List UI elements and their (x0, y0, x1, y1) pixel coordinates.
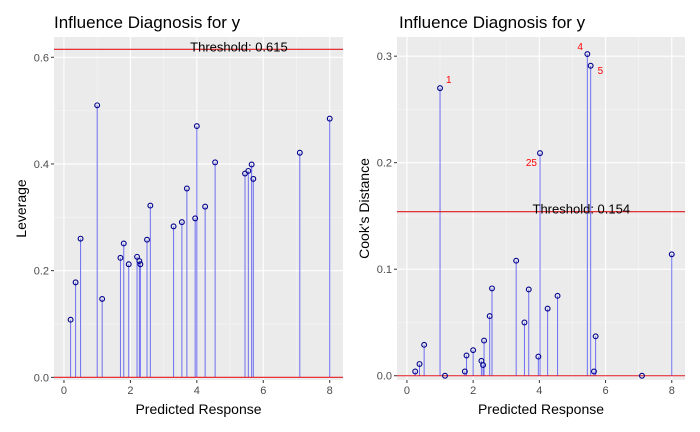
point-label: 4 (577, 42, 583, 53)
x-tick-label: 4 (536, 385, 542, 397)
point-label: 5 (598, 66, 604, 77)
data-point (591, 368, 597, 375)
data-point (202, 203, 209, 210)
data-point (178, 219, 185, 226)
data-point (470, 347, 477, 354)
cooks-distance-chart: Threshold: 0.154 1 25 4 5 0 2 4 6 8 0.0 0.1 0.2 0.3 In… (356, 13, 685, 417)
plot-panel (397, 37, 685, 380)
data-point (416, 361, 423, 367)
y-axis-title: Cook's Distance (356, 158, 372, 259)
data-point (554, 292, 561, 299)
data-point (117, 254, 124, 261)
x-axis-title: Predicted Response (478, 401, 604, 417)
data-point (296, 149, 303, 156)
x-tick-label: 4 (194, 385, 200, 397)
point-label: 25 (526, 158, 538, 169)
data-point (584, 51, 591, 57)
y-tick-label: 0.0 (377, 371, 392, 383)
data-point (94, 102, 101, 109)
data-point (587, 62, 594, 69)
x-tick-label: 2 (127, 385, 133, 397)
data-point (461, 368, 468, 375)
y-tick-label: 0.3 (377, 51, 392, 63)
data-point (480, 362, 487, 369)
x-axis-title: Predicted Response (135, 401, 261, 417)
x-tick-label: 6 (260, 385, 266, 397)
data-point (326, 115, 333, 122)
data-point (183, 185, 190, 192)
chart-title: Influence Diagnosis for y (399, 13, 586, 32)
data-point (521, 319, 528, 326)
leverage-chart: Threshold: 0.615 0 2 4 6 8 0.0 0.2 0.4 0.6 Influen… (13, 13, 343, 417)
data-point (137, 261, 144, 268)
y-tick-label: 0.6 (34, 52, 49, 64)
data-point (99, 295, 106, 302)
data-point (147, 202, 154, 209)
data-point (489, 285, 495, 292)
data-point (67, 316, 74, 323)
data-point (144, 236, 150, 243)
data-point (120, 240, 127, 247)
data-point (170, 223, 177, 230)
chart-title: Influence Diagnosis for y (54, 13, 241, 32)
threshold-label: Threshold: 0.615 (190, 39, 288, 54)
y-axis-title: Leverage (13, 179, 29, 238)
data-point (136, 258, 143, 264)
data-point (537, 150, 543, 157)
data-point (192, 215, 199, 222)
data-point (421, 341, 428, 348)
data-point (72, 279, 79, 286)
data-point (525, 286, 532, 293)
data-point (77, 235, 84, 242)
point-label: 1 (446, 75, 452, 86)
x-tick-label: 8 (327, 385, 333, 397)
y-tick-label: 0.2 (34, 266, 49, 278)
data-point (125, 261, 132, 268)
x-tick-label: 6 (602, 385, 608, 397)
threshold-label: Threshold: 0.154 (533, 202, 631, 217)
data-point (639, 372, 645, 379)
data-point (250, 175, 257, 182)
data-point (245, 167, 252, 174)
data-point (535, 353, 542, 360)
data-point (486, 313, 493, 320)
x-tick-label: 0 (61, 385, 67, 397)
data-point (513, 257, 520, 264)
y-tick-label: 0.2 (377, 158, 392, 170)
y-tick-label: 0.1 (377, 264, 392, 276)
data-point (544, 305, 551, 312)
data-point (412, 368, 419, 375)
data-point (248, 161, 255, 168)
y-tick-label: 0.4 (34, 159, 49, 171)
data-point (592, 333, 599, 340)
data-point (481, 337, 488, 344)
x-tick-label: 2 (470, 385, 476, 397)
data-point (212, 159, 219, 166)
data-point (193, 123, 200, 130)
x-tick-label: 0 (404, 385, 410, 397)
data-point (442, 372, 448, 379)
x-tick-label: 8 (669, 385, 675, 397)
y-tick-label: 0.0 (34, 372, 49, 384)
data-point (134, 253, 140, 260)
data-point (437, 85, 443, 92)
data-point (463, 352, 470, 359)
data-point (668, 251, 675, 258)
